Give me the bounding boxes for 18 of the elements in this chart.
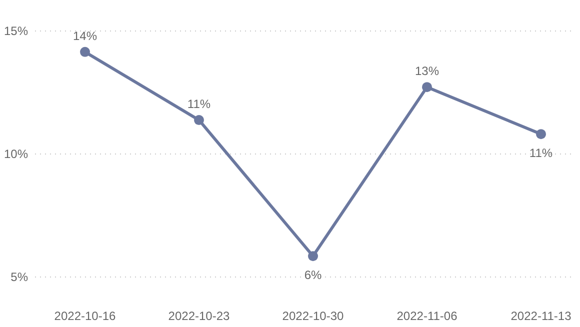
- data-label: 6%: [304, 268, 322, 282]
- point: [194, 115, 204, 126]
- data-label: 14%: [72, 28, 98, 43]
- x-tick-label: 2022-11-06: [396, 309, 458, 323]
- data-label: 11%: [187, 97, 211, 112]
- y-tick-label: 5%: [10, 270, 28, 284]
- y-tick-label: 10%: [4, 147, 28, 162]
- point: [80, 46, 90, 57]
- point: [308, 251, 318, 262]
- point: [422, 82, 432, 92]
- x-tick-label: 2022-10-23: [168, 309, 230, 323]
- y-tick-label: 15%: [4, 24, 28, 38]
- data-label: 13%: [414, 64, 440, 78]
- x-tick-label: 2022-11-13: [510, 309, 572, 323]
- point: [536, 129, 546, 140]
- x-tick-label: 2022-10-16: [54, 309, 116, 323]
- x-tick-label: 2022-10-30: [282, 309, 344, 323]
- data-label: 11%: [529, 146, 553, 160]
